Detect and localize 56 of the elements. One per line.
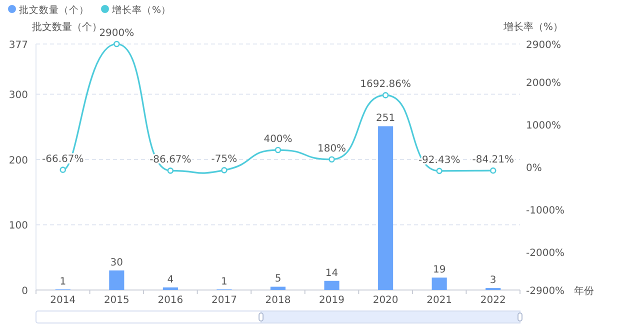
data-label: 4	[167, 274, 174, 286]
y2-tick-label: 1000%	[526, 120, 561, 132]
y2-tick-label: -2900%	[526, 286, 565, 297]
point	[274, 146, 282, 154]
data-label: 3	[490, 275, 496, 286]
bar	[109, 270, 124, 290]
y2-axis-title: 增长率（%）	[502, 21, 563, 33]
x-tick-label: 2019	[319, 295, 345, 306]
data-label: 180%	[317, 143, 346, 154]
data-label: -84.21%	[472, 154, 514, 166]
bar	[324, 280, 340, 290]
data-label: 1	[60, 276, 66, 288]
bar	[270, 286, 286, 290]
point	[167, 168, 174, 174]
x-tick-label: 2015	[104, 295, 130, 306]
data-label: 400%	[264, 134, 292, 146]
y-tick-label: 200	[8, 155, 28, 166]
bar	[162, 287, 178, 290]
point	[60, 166, 66, 173]
bar	[432, 278, 447, 290]
y2-tick-label: 0%	[526, 163, 542, 174]
x-tick-label: 2017	[211, 295, 237, 306]
legend-label: 批文数量（个）	[19, 4, 89, 16]
data-label: 2900%	[99, 28, 134, 39]
y-tick-label: 300	[8, 90, 28, 102]
data-label: 5	[274, 274, 282, 285]
legend-label: 增长率（%）	[111, 4, 172, 16]
data-label: 19	[432, 264, 446, 276]
point	[490, 167, 496, 174]
data-label: 251	[376, 113, 396, 124]
y-tick-label: 100	[8, 220, 28, 232]
point	[221, 167, 228, 174]
data-label: 1	[221, 276, 228, 288]
x-axis-title: 年份	[574, 285, 594, 297]
y-axis-title: 批文数量（个）	[32, 21, 102, 33]
y2-tick-label: -1000%	[526, 205, 565, 216]
data-label: 30	[110, 257, 124, 268]
x-tick-label: 2016	[158, 295, 184, 306]
y-tick-label: 377	[8, 40, 28, 51]
x-tick-label: 2022	[480, 295, 506, 306]
y2-tick-label: -2000%	[526, 248, 565, 259]
y-tick-label: 0	[22, 286, 28, 297]
bar	[378, 126, 394, 290]
x-tick-label: 2014	[50, 295, 76, 306]
data-label: 1692.86%	[360, 79, 411, 90]
y2-tick-label: 2900%	[526, 40, 561, 51]
y2-tick-label: 2000%	[526, 78, 561, 90]
point	[382, 92, 389, 98]
x-tick-label: 2020	[372, 295, 398, 306]
data-label: -75%	[211, 154, 238, 166]
point	[436, 168, 442, 174]
x-tick-label: 2018	[265, 295, 291, 306]
point	[328, 156, 335, 163]
data-label: 14	[325, 268, 338, 279]
x-tick-label: 2021	[426, 295, 452, 306]
point	[114, 40, 120, 48]
